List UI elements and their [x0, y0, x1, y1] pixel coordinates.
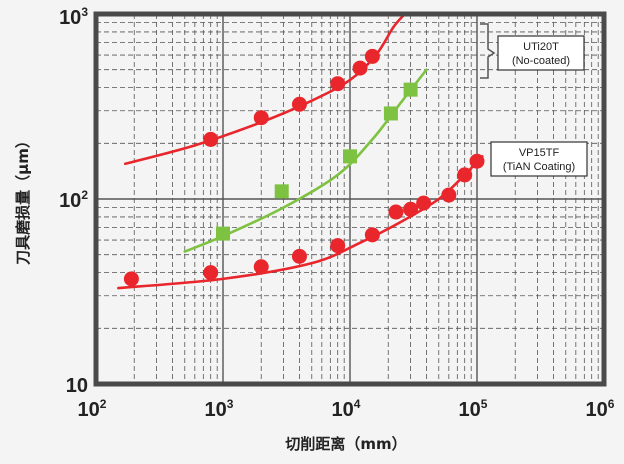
data-point-circle — [330, 238, 346, 254]
y-tick-label: 102 — [59, 188, 88, 212]
data-point-square — [383, 106, 398, 121]
data-point-circle — [403, 201, 419, 217]
x-tick-label: 105 — [459, 397, 488, 421]
annotations: UTi20T (No-coated) VP15TF (TiAN Coating) — [480, 23, 588, 177]
data-point-circle — [203, 131, 219, 147]
fit-line-0 — [123, 12, 407, 166]
y-axis-label: 刀具磨损量（μm） — [14, 133, 32, 265]
annotation-text: UTi20T — [523, 41, 559, 53]
x-tick-label: 102 — [78, 397, 107, 421]
data-point-circle — [291, 96, 307, 112]
data-markers — [123, 48, 485, 287]
annotation-box — [497, 35, 585, 71]
annotation-0: UTi20T (No-coated) — [480, 23, 585, 79]
data-point-circle — [291, 248, 307, 264]
data-point-square — [216, 226, 230, 241]
data-point-circle — [469, 153, 485, 169]
data-point-circle — [416, 195, 432, 211]
x-tick-label: 104 — [332, 397, 361, 421]
data-point-circle — [364, 48, 380, 64]
data-point-circle — [441, 187, 457, 203]
y-tick-label: 103 — [59, 5, 88, 29]
data-point-circle — [253, 259, 269, 275]
annotation-text: (No-coated) — [512, 55, 570, 67]
plot-frame — [93, 11, 607, 387]
x-axis-label: 切削距离（mm） — [285, 435, 406, 453]
data-point-circle — [352, 60, 368, 76]
data-point-circle — [364, 227, 380, 243]
data-point-circle — [253, 110, 269, 126]
data-point-circle — [203, 265, 219, 281]
x-tick-label: 103 — [205, 397, 234, 421]
data-point-square — [343, 149, 357, 164]
annotation-text: (TiAN Coating) — [503, 161, 575, 173]
annotation-brace — [480, 23, 496, 79]
data-point-circle — [457, 167, 473, 183]
annotation-text: VP15TF — [519, 147, 560, 159]
data-point-circle — [388, 204, 404, 220]
annotation-1: VP15TF (TiAN Coating) — [490, 141, 588, 177]
annotation-box — [490, 141, 588, 177]
y-tick-label: 10 — [66, 375, 88, 397]
data-point-circle — [123, 271, 139, 287]
data-point-circle — [330, 76, 346, 92]
data-point-square — [274, 184, 289, 199]
x-tick-label: 106 — [586, 397, 615, 421]
fit-line-1 — [183, 68, 428, 253]
data-point-square — [403, 82, 418, 97]
fit-line-2 — [117, 155, 484, 290]
